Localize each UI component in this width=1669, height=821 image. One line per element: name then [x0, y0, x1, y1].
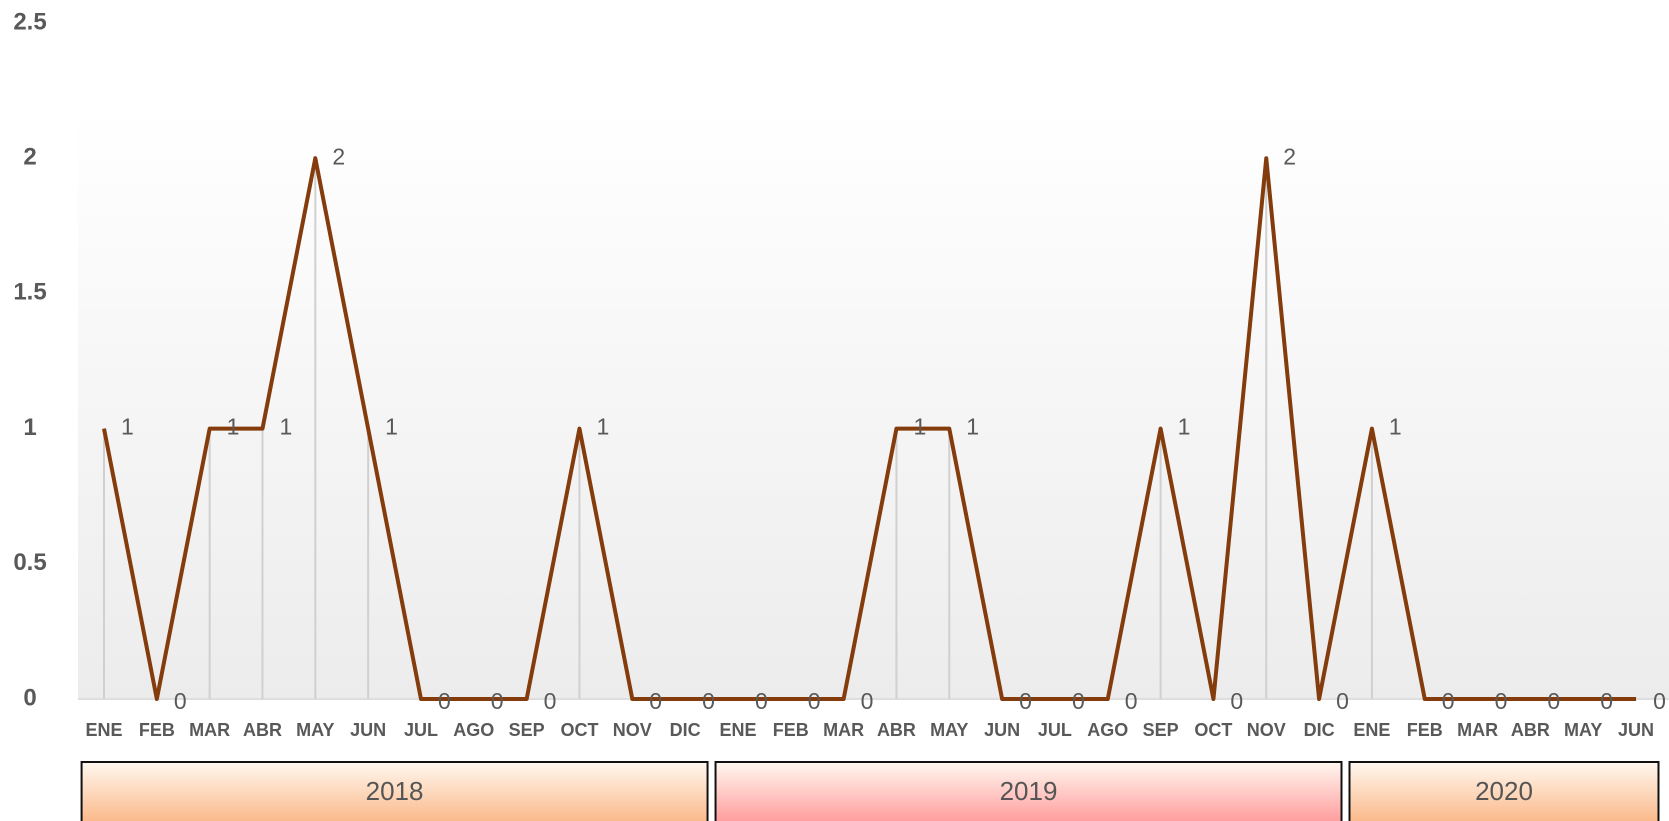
- line: [102, 156, 1637, 701]
- data-label: 0: [702, 688, 715, 714]
- data-label: 1: [1389, 414, 1402, 440]
- data-label: 0: [808, 688, 821, 714]
- x-tick-label: MAR: [189, 720, 230, 740]
- data-label: 1: [913, 414, 926, 440]
- x-tick-label: ABR: [877, 720, 916, 740]
- data-label: 0: [1600, 688, 1613, 714]
- data-label: 1: [121, 414, 134, 440]
- y-tick-label: 2: [23, 144, 36, 171]
- data-label: 0: [491, 688, 504, 714]
- data-label: 0: [1495, 688, 1508, 714]
- year-label: 2018: [366, 776, 424, 806]
- x-tick-label: SEP: [1143, 720, 1179, 740]
- data-label: 0: [544, 688, 557, 714]
- data-label: 0: [1019, 688, 1032, 714]
- x-tick-label: JUL: [1038, 720, 1072, 740]
- x-tick-label: MAY: [1564, 720, 1602, 740]
- data-label: 0: [861, 688, 874, 714]
- data-label: 2: [332, 143, 345, 169]
- data-label: 2: [1283, 143, 1296, 169]
- y-tick-label: 0: [23, 684, 36, 711]
- x-tick-label: JUL: [404, 720, 438, 740]
- x-tick-label: DIC: [670, 720, 701, 740]
- data-label: 0: [1547, 688, 1560, 714]
- data-label: 0: [1336, 688, 1349, 714]
- x-tick-label: OCT: [560, 720, 598, 740]
- data-label: 1: [596, 414, 609, 440]
- data-label: 0: [174, 688, 187, 714]
- data-label: 0: [649, 688, 662, 714]
- x-tick-label: MAR: [823, 720, 864, 740]
- data-label: 0: [1230, 688, 1243, 714]
- year-box: [80, 761, 709, 821]
- data-label: 1: [227, 414, 240, 440]
- x-tick-label: JUN: [350, 720, 386, 740]
- x-tick-label: FEB: [1407, 720, 1443, 740]
- x-tick-label: AGO: [453, 720, 494, 740]
- x-tick-label: JUN: [1618, 720, 1654, 740]
- year-box: [714, 761, 1343, 821]
- plot-background: [78, 110, 1669, 700]
- x-tick-label: DIC: [1304, 720, 1335, 740]
- data-label: 0: [438, 688, 451, 714]
- x-tick-label: FEB: [773, 720, 809, 740]
- x-tick-label: ENE: [85, 720, 122, 740]
- x-tick-label: AGO: [1087, 720, 1128, 740]
- y-tick-label: 1.5: [13, 279, 46, 306]
- data-label: 0: [1442, 688, 1455, 714]
- data-label: 1: [1178, 414, 1191, 440]
- year-label: 2019: [1000, 776, 1058, 806]
- x-tick-label: MAR: [1457, 720, 1498, 740]
- x-tick-label: ABR: [1511, 720, 1550, 740]
- data-label: 1: [279, 414, 292, 440]
- x-tick-label: NOV: [613, 720, 652, 740]
- data-label: 0: [1125, 688, 1138, 714]
- x-tick-label: MAY: [296, 720, 334, 740]
- year-box: [1348, 761, 1660, 821]
- x-tick-label: FEB: [139, 720, 175, 740]
- x-tick-label: ABR: [243, 720, 282, 740]
- x-tick-label: MAY: [930, 720, 968, 740]
- y-tick-label: 0.5: [13, 549, 46, 576]
- year-label: 2020: [1475, 776, 1533, 806]
- x-tick-label: ENE: [1353, 720, 1390, 740]
- data-label: 0: [1072, 688, 1085, 714]
- x-tick-label: JUN: [984, 720, 1020, 740]
- x-tick-label: ENE: [719, 720, 756, 740]
- x-tick-label: OCT: [1194, 720, 1232, 740]
- data-label: 0: [1653, 688, 1666, 714]
- y-tick-label: 2.5: [13, 8, 46, 35]
- x-tick-label: NOV: [1247, 720, 1286, 740]
- data-label: 1: [385, 414, 398, 440]
- data-label: 1: [966, 414, 979, 440]
- data-label: 0: [755, 688, 768, 714]
- x-tick-label: SEP: [509, 720, 545, 740]
- y-tick-label: 1: [23, 414, 36, 441]
